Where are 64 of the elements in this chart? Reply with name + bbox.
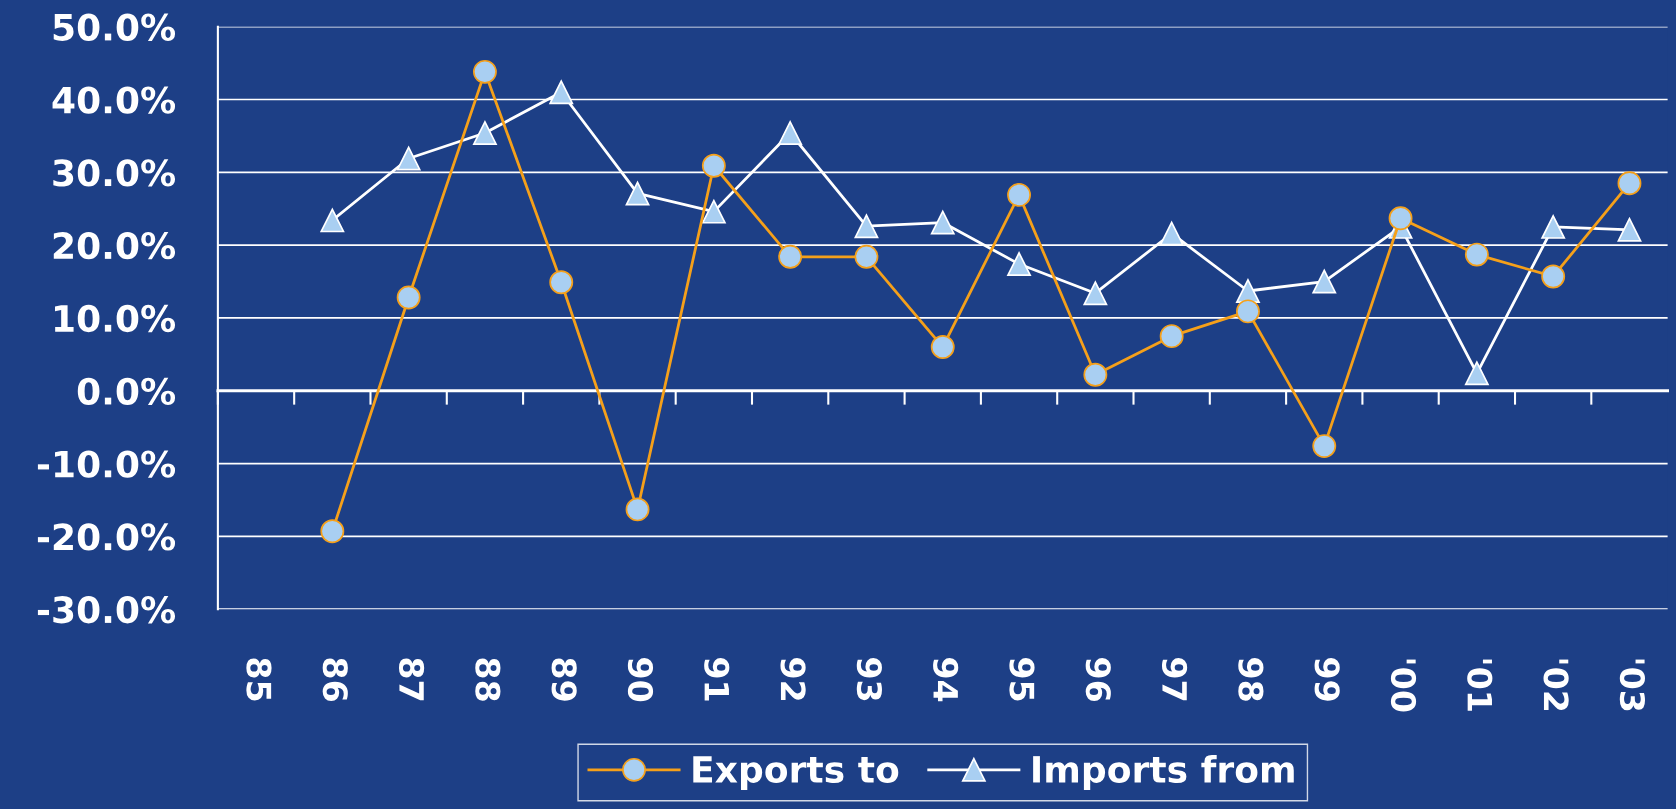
y-tick-label: 40.0% (52, 86, 176, 114)
x-tick-label: '03 (1619, 659, 1646, 711)
point (1159, 221, 1184, 246)
point (625, 181, 650, 206)
point (1007, 182, 1031, 207)
point (930, 335, 955, 360)
point (396, 146, 421, 171)
x-tick-label: 91 (704, 658, 730, 701)
x-tick-label: '00 (1390, 659, 1417, 712)
y-tick-label: 20.0% (53, 232, 176, 260)
point (1312, 269, 1337, 294)
point (1388, 206, 1413, 231)
y-tick-label: 30.0% (53, 159, 176, 187)
point (778, 121, 803, 145)
point (1464, 242, 1489, 267)
legend-label: Imports from (1033, 755, 1294, 790)
point (701, 199, 726, 224)
point (549, 270, 574, 295)
point (1083, 362, 1108, 387)
y-tick-label: 10.0% (55, 304, 176, 333)
point (1312, 434, 1337, 459)
point (701, 153, 726, 178)
x-tick-label: 98 (1238, 658, 1264, 701)
point (472, 59, 497, 84)
y-tick-label: -20.0% (37, 523, 176, 551)
y-tick-label: -30.0% (37, 596, 176, 624)
point (1159, 324, 1184, 349)
x-tick-label: 86 (322, 658, 348, 701)
x-tick-label: 90 (627, 658, 654, 702)
y-tick-label: 0.0% (77, 377, 176, 405)
point (854, 244, 879, 269)
point (1541, 214, 1566, 239)
point (930, 210, 955, 235)
point (1464, 361, 1489, 386)
x-tick-label: 85 (246, 658, 272, 701)
point (1007, 252, 1031, 277)
point (1617, 217, 1642, 242)
x-tick-label: 93 (856, 658, 882, 701)
x-tick-label: 95 (1009, 658, 1035, 701)
point (1541, 264, 1566, 289)
x-tick-label: 89 (551, 658, 577, 701)
point (320, 519, 345, 544)
point (1617, 171, 1642, 196)
legend-label: Exports to (693, 756, 899, 790)
x-tick-label: 97 (1161, 658, 1188, 701)
point (625, 497, 650, 522)
point (1236, 299, 1260, 324)
point (320, 208, 345, 233)
x-tick-label: '01 (1467, 659, 1493, 711)
x-tick-label: '02 (1543, 659, 1569, 711)
x-tick-label: 99 (1314, 658, 1340, 701)
point (1083, 281, 1108, 306)
y-tick-label: -10.0% (37, 450, 176, 478)
point (854, 214, 879, 239)
point (778, 244, 803, 269)
point (549, 80, 574, 105)
y-tick-label: 50.0% (53, 13, 176, 41)
x-tick-label: 96 (1085, 658, 1111, 701)
point (396, 285, 421, 310)
x-tick-label: 87 (398, 658, 425, 701)
x-tick-label: 88 (475, 658, 501, 701)
point (472, 121, 497, 145)
x-tick-label: 92 (780, 658, 806, 700)
x-tick-label: 94 (933, 658, 959, 702)
